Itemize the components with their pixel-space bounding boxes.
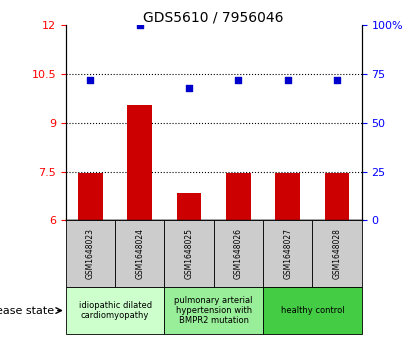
Title: GDS5610 / 7956046: GDS5610 / 7956046 xyxy=(143,10,284,24)
Point xyxy=(284,77,291,83)
Text: healthy control: healthy control xyxy=(281,306,344,315)
Text: disease state: disease state xyxy=(0,306,54,315)
Text: idiopathic dilated
cardiomyopathy: idiopathic dilated cardiomyopathy xyxy=(79,301,152,320)
Bar xyxy=(312,220,362,287)
Bar xyxy=(226,173,251,220)
Bar xyxy=(115,220,164,287)
Point xyxy=(87,77,94,83)
Bar xyxy=(66,220,115,287)
Bar xyxy=(164,220,214,287)
Text: GSM1648026: GSM1648026 xyxy=(234,228,243,279)
Bar xyxy=(325,173,349,220)
Point xyxy=(334,77,340,83)
Bar xyxy=(214,220,263,287)
Text: GSM1648025: GSM1648025 xyxy=(185,228,194,279)
Bar xyxy=(263,287,362,334)
Text: pulmonary arterial
hypertension with
BMPR2 mutation: pulmonary arterial hypertension with BMP… xyxy=(175,295,253,325)
Bar xyxy=(164,287,263,334)
Bar xyxy=(127,105,152,220)
Bar xyxy=(275,173,300,220)
Bar xyxy=(177,193,201,220)
Text: GSM1648028: GSM1648028 xyxy=(332,228,342,279)
Bar xyxy=(78,173,103,220)
Bar xyxy=(66,287,164,334)
Point xyxy=(136,23,143,28)
Bar xyxy=(263,220,312,287)
Text: GSM1648024: GSM1648024 xyxy=(135,228,144,279)
Point xyxy=(235,77,242,83)
Text: GSM1648023: GSM1648023 xyxy=(86,228,95,279)
Text: GSM1648027: GSM1648027 xyxy=(283,228,292,279)
Point xyxy=(186,85,192,91)
